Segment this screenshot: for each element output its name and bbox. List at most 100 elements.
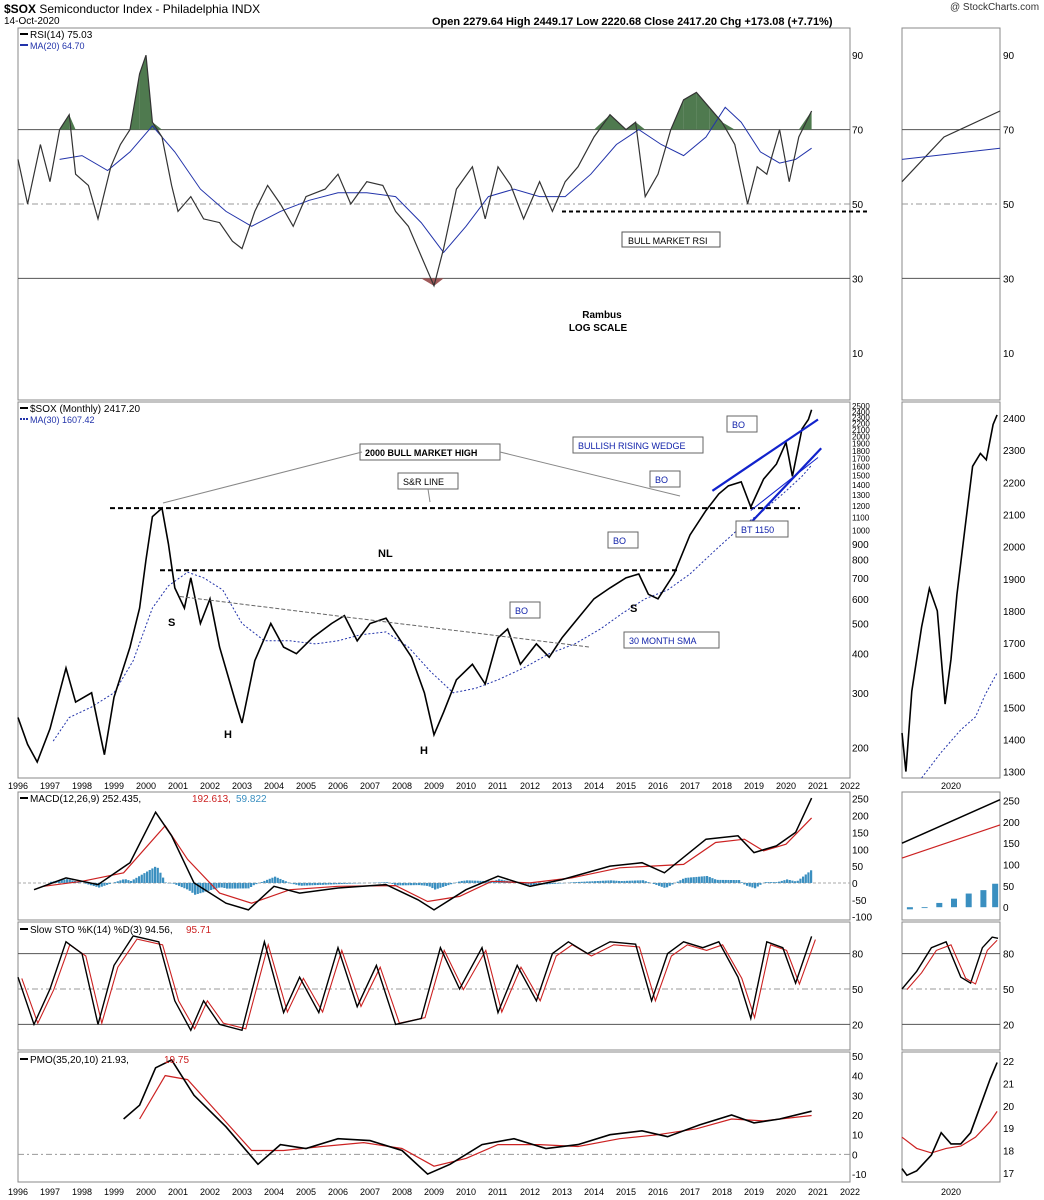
macd-histogram-bar	[383, 882, 386, 883]
macd-histogram-bar	[479, 880, 482, 883]
wedge-label-box	[572, 436, 704, 454]
rsi-panel-inset-frame	[901, 27, 1001, 401]
macd-histogram-bar	[458, 881, 461, 883]
macd-histogram-bar	[532, 882, 535, 886]
price-inset-tick-label: 1300	[1003, 768, 1026, 779]
macd-histogram-bar	[554, 882, 557, 884]
x-year-label-bottom: 1999	[104, 1187, 124, 1197]
x-year-label-top: 1997	[40, 781, 60, 791]
macd-histogram-bar	[338, 882, 341, 885]
x-year-label-bottom: 2012	[520, 1187, 540, 1197]
macd-histogram-bar	[311, 882, 314, 886]
macd-histogram-bar	[244, 882, 247, 889]
x-year-label-top: 2012	[520, 781, 540, 791]
macd-histogram-bar	[714, 879, 717, 883]
macd-histogram-bar	[188, 882, 191, 891]
macd-histogram-bar	[151, 868, 154, 883]
macd-histogram-bar	[415, 882, 418, 886]
x-year-label-top: 2008	[392, 781, 412, 791]
macd-histogram-bar	[215, 882, 218, 889]
bull-rsi-label-box	[621, 231, 721, 248]
macd-histogram-bar	[756, 882, 759, 887]
x-year-label-bottom: 2011	[488, 1187, 507, 1197]
macd-histogram-bar	[436, 882, 439, 889]
nl-label: NL	[378, 548, 393, 560]
wedge-label: BULLISH RISING WEDGE	[578, 441, 686, 451]
rsi-inset-tick-label: 90	[1003, 51, 1015, 62]
macd-histogram-bar	[394, 882, 397, 885]
sma-label: 30 MONTH SMA	[629, 636, 697, 646]
macd-tick-label: -100	[852, 913, 872, 924]
x-year-label-top: 2021	[808, 781, 828, 791]
macd-histogram-bar	[106, 882, 109, 885]
macd-histogram-bar	[698, 876, 701, 883]
macd-tick-label: 0	[852, 879, 858, 890]
macd-histogram-bar	[423, 882, 426, 886]
macd-histogram-bar	[751, 882, 754, 888]
wedge-lower-line	[743, 447, 822, 531]
macd-histogram-bar	[196, 882, 199, 894]
rsi-tick-label: 70	[852, 126, 864, 137]
x-year-label-top: 1998	[72, 781, 92, 791]
x-year-label-bottom: 1998	[72, 1187, 92, 1197]
pmo-inset-line	[901, 1062, 998, 1177]
macd-histogram-bar	[268, 878, 271, 883]
bo2-label-box	[607, 531, 639, 549]
wedge-upper-line	[711, 418, 819, 492]
macd-histogram-bar	[530, 882, 533, 886]
macd-histogram-bar	[58, 880, 61, 883]
macd-histogram-bar	[396, 882, 399, 886]
x-year-label-bottom: 2010	[456, 1187, 476, 1197]
macd-histogram-bar	[642, 880, 645, 883]
x-year-label-top: 2004	[264, 781, 284, 791]
rsi-inset-tick-label: 70	[1003, 126, 1015, 137]
price-tick-label: 200	[852, 744, 869, 755]
macd-histogram-bar	[138, 876, 141, 883]
price-panel-frame	[17, 401, 851, 779]
macd-histogram-bar	[204, 882, 207, 892]
macd-histogram-bar	[90, 882, 93, 886]
macd-histogram-bar	[399, 882, 402, 886]
macd-inset-histogram-bar	[921, 907, 928, 909]
x-year-label-bottom: 2008	[392, 1187, 412, 1197]
macd-histogram-bar	[178, 882, 181, 886]
macd-histogram-bar	[588, 881, 591, 883]
macd-histogram-bar	[335, 882, 338, 885]
macd-histogram-bar	[722, 879, 725, 883]
x-year-label-top: 2002	[200, 781, 220, 791]
macd-histogram-bar	[802, 876, 805, 883]
x-year-label-top: 2019	[744, 781, 764, 791]
macd-histogram-bar	[391, 882, 394, 884]
x-year-label-top: 2018	[712, 781, 732, 791]
rsi-overbought-fill	[635, 122, 646, 130]
macd-tick-label: -50	[852, 896, 867, 907]
macd-signal-line	[43, 817, 813, 904]
price-inset-tick-label: 2200	[1003, 478, 1026, 489]
macd-histogram-bar	[66, 879, 69, 883]
pmo-signal-value: 19.75	[164, 1055, 189, 1066]
macd-histogram-bar	[420, 882, 423, 886]
macd-inset-tick-label: 50	[1003, 882, 1015, 893]
macd-histogram-bar	[652, 882, 655, 884]
macd-histogram-bar	[210, 882, 213, 891]
macd-histogram-bar	[690, 877, 693, 883]
macd-histogram-bar	[255, 882, 258, 885]
rambus-label: Rambus	[582, 310, 622, 321]
macd-histogram-bar	[604, 880, 607, 883]
macd-histogram-bar	[660, 882, 663, 887]
macd-histogram-bar	[199, 882, 202, 894]
macd-histogram-bar	[100, 882, 103, 887]
x-year-label-bottom: 2016	[648, 1187, 668, 1197]
price-tick-label: 1500	[852, 471, 870, 480]
sto-tick-label: 20	[852, 1020, 864, 1031]
macd-histogram-bar	[559, 882, 562, 884]
macd-histogram-bar	[175, 882, 178, 885]
macd-histogram-bar	[50, 881, 53, 883]
macd-histogram-bar	[783, 880, 786, 883]
price-tick-label: 1100	[852, 514, 870, 523]
x-year-label-bottom: 2013	[552, 1187, 572, 1197]
macd-histogram-bar	[266, 879, 269, 883]
macd-histogram-bar	[583, 881, 586, 883]
sr-line-pointer	[427, 488, 431, 503]
